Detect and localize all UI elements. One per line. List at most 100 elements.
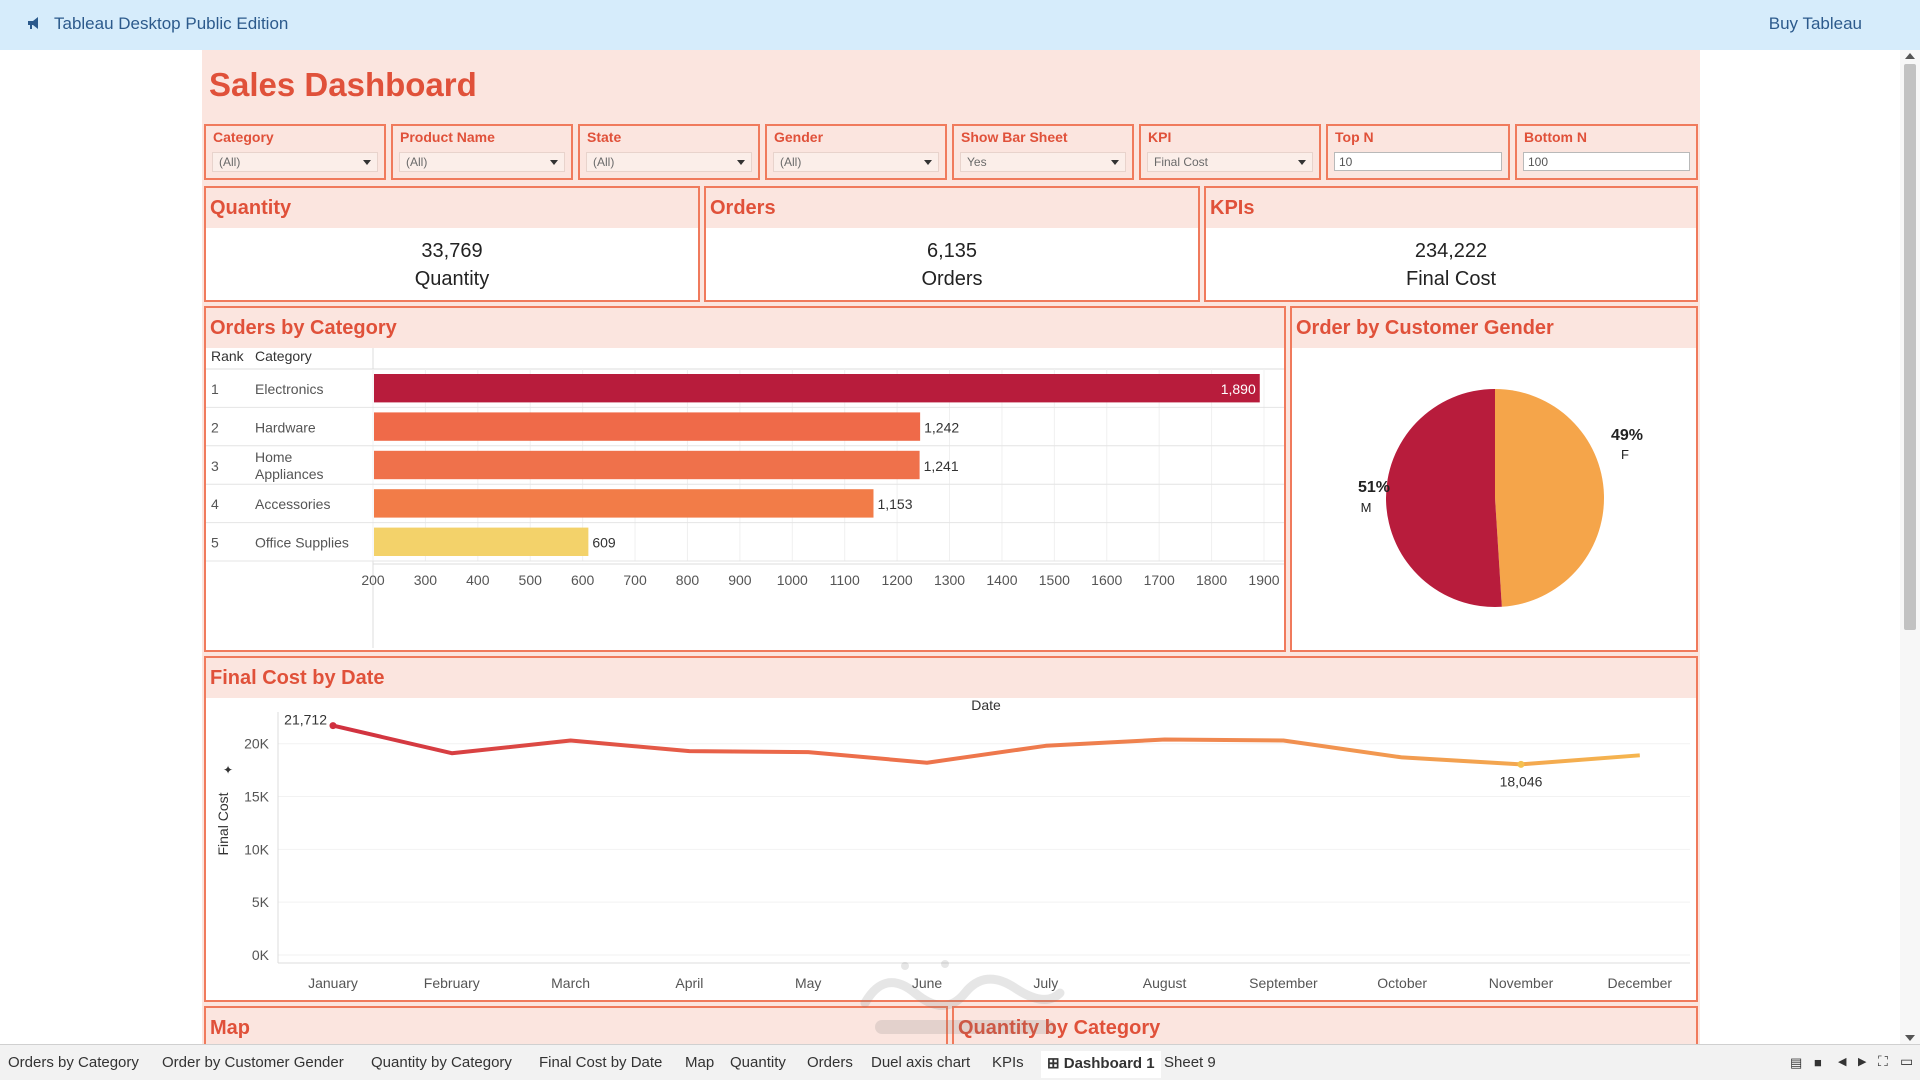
x-tick-label: 500: [519, 572, 543, 588]
filter-show-bar-sheet: Show Bar Sheet Yes: [952, 124, 1134, 180]
x-tick-label: 1700: [1144, 572, 1175, 588]
filter-kpi: KPI Final Cost: [1139, 124, 1321, 180]
product-name-dropdown[interactable]: (All): [399, 152, 565, 172]
orders-by-category-card: Orders by Category Rank Category 200 300 400…: [204, 306, 1286, 652]
app-title: Tableau Desktop Public Edition: [54, 14, 289, 33]
bar: [374, 374, 1260, 403]
tab-order-by-customer-gender[interactable]: Order by Customer Gender: [162, 1054, 344, 1071]
tab-sheet-9[interactable]: Sheet 9: [1164, 1054, 1216, 1071]
data-point: [1517, 760, 1525, 768]
show-filmstrip-icon[interactable]: ▤: [1790, 1055, 1803, 1070]
tab-map[interactable]: Map: [685, 1054, 715, 1071]
x-tick-label: 700: [623, 572, 647, 588]
category-dropdown[interactable]: (All): [212, 152, 378, 172]
tab-dashboard-1[interactable]: ⊞ Dashboard 1: [1041, 1051, 1161, 1078]
previous-sheet-icon[interactable]: ◀: [1838, 1056, 1847, 1068]
x-tick-label: 1200: [882, 572, 913, 588]
tab-kpis[interactable]: KPIs: [992, 1054, 1024, 1071]
bar: [374, 489, 874, 518]
filter-label: KPI: [1148, 129, 1172, 145]
scrollbar-thumb[interactable]: [1904, 64, 1916, 630]
bar: [374, 450, 920, 480]
dropdown-value: (All): [219, 155, 241, 169]
x-tick-label: June: [912, 975, 943, 991]
scroll-down-icon[interactable]: [1905, 1035, 1915, 1041]
top-n-input[interactable]: 10: [1334, 152, 1502, 171]
card-title: Map: [210, 1017, 250, 1039]
data-point: [329, 722, 337, 730]
x-tick-label: September: [1249, 975, 1318, 991]
card-header: KPIs: [1206, 188, 1696, 228]
bottom-n-input[interactable]: 100: [1523, 152, 1690, 171]
tab-label: Dashboard 1: [1063, 1055, 1155, 1072]
tab-orders[interactable]: Orders: [807, 1054, 853, 1071]
x-tick-label: 1100: [830, 572, 860, 588]
rank-header: Rank: [211, 348, 245, 364]
category-header: Category: [255, 348, 312, 364]
category-cell: Appliances: [255, 466, 324, 482]
next-sheet-icon[interactable]: ▶: [1858, 1056, 1867, 1068]
dropdown-value: (All): [593, 155, 615, 169]
x-axis-title: Date: [971, 698, 1001, 713]
final-cost-card: Final Cost by Date Date 0K 5K 10K 15K 20K Fina…: [204, 656, 1698, 1002]
dropdown-value: (All): [406, 155, 428, 169]
card-title: Order by Customer Gender: [1296, 317, 1554, 339]
card-header: Orders: [706, 188, 1198, 228]
data-point-label: 18,046: [1500, 773, 1543, 789]
filter-label: Bottom N: [1524, 129, 1587, 145]
filter-label: Product Name: [400, 129, 495, 145]
tab-final-cost-by-date[interactable]: Final Cost by Date: [539, 1054, 663, 1071]
tab-quantity-by-category[interactable]: Quantity by Category: [371, 1054, 512, 1071]
presentation-icon[interactable]: ▭: [1900, 1053, 1914, 1069]
x-tick-label: 1000: [777, 572, 808, 588]
dropdown-value: Final Cost: [1154, 155, 1209, 169]
bar: [374, 412, 921, 441]
scroll-up-icon[interactable]: [1905, 53, 1915, 59]
final-cost-line: [332, 723, 1640, 767]
y-tick-label: 20K: [244, 736, 270, 752]
tab-quantity[interactable]: Quantity: [730, 1054, 786, 1071]
x-tick-label: October: [1377, 975, 1427, 991]
pie-percent-label: 51%: [1358, 479, 1390, 496]
kpi-dropdown[interactable]: Final Cost: [1147, 152, 1313, 172]
state-dropdown[interactable]: (All): [586, 152, 752, 172]
show-tabs-icon[interactable]: ■: [1814, 1055, 1822, 1070]
bar-value-label: 609: [592, 535, 616, 551]
tab-duel-axis-chart[interactable]: Duel axis chart: [871, 1054, 971, 1071]
card-header: Map: [206, 1008, 946, 1044]
y-axis-title: Final Cost: [215, 792, 231, 855]
x-tick-label: January: [308, 975, 358, 991]
kpi-label: Quantity: [414, 268, 490, 290]
x-tick-label: December: [1608, 975, 1673, 991]
gender-dropdown[interactable]: (All): [773, 152, 939, 172]
x-tick-label: July: [1033, 975, 1058, 991]
buy-tableau-link[interactable]: Buy Tableau: [1768, 14, 1862, 33]
filter-product-name: Product Name (All): [391, 124, 573, 180]
filter-gender: Gender (All): [765, 124, 947, 180]
card-header: Final Cost by Date: [206, 658, 1696, 698]
filter-label: Gender: [774, 129, 824, 145]
chevron-down-icon: [737, 160, 745, 165]
kpi-value: 33,769: [421, 240, 483, 262]
category-cell: Electronics: [255, 381, 323, 397]
bar-value-label: 1,242: [924, 419, 959, 435]
x-tick-label: 1300: [934, 572, 965, 588]
category-cell: Home: [255, 449, 293, 465]
x-tick-label: 400: [466, 572, 490, 588]
chevron-down-icon: [363, 160, 371, 165]
filter-label: Show Bar Sheet: [961, 129, 1068, 145]
x-tick-label: 300: [414, 572, 438, 588]
pie-percent-label: 49%: [1611, 427, 1643, 444]
rank-cell: 4: [211, 496, 219, 512]
show-bar-sheet-dropdown[interactable]: Yes: [960, 152, 1126, 172]
filter-bottom-n: Bottom N 100: [1515, 124, 1698, 180]
x-tick-label: August: [1143, 975, 1187, 991]
vertical-scrollbar[interactable]: [1900, 50, 1920, 1044]
tab-orders-by-category[interactable]: Orders by Category: [8, 1054, 139, 1071]
kpi-value: 6,135: [926, 240, 978, 262]
dropdown-value: (All): [780, 155, 802, 169]
x-tick-label: 1800: [1196, 572, 1227, 588]
fullscreen-icon[interactable]: ⛶: [1878, 1053, 1888, 1069]
kpi-label: Final Cost: [1405, 268, 1497, 290]
rank-cell: 3: [211, 458, 219, 474]
